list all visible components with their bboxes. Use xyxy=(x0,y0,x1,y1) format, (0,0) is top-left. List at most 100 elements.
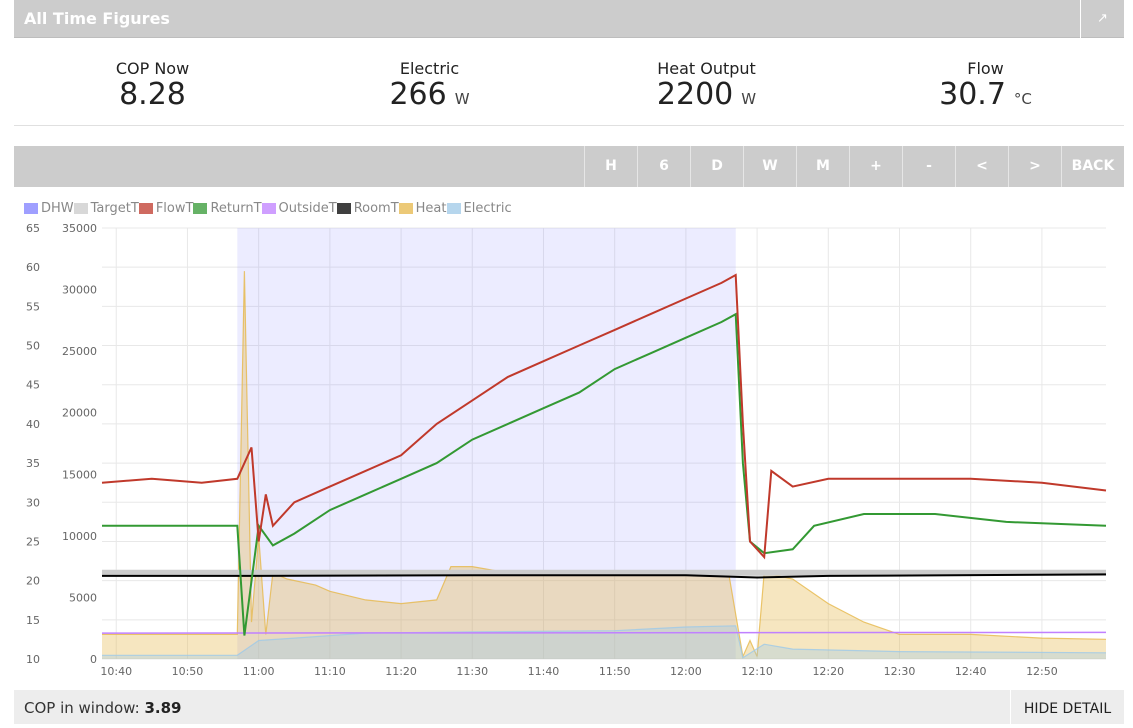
legend-label: Heat xyxy=(415,201,447,216)
y-tick-left: 35 xyxy=(26,457,40,470)
legend-item-outsidet[interactable]: OutsideT xyxy=(261,201,337,216)
toolbar-next-button[interactable]: > xyxy=(1008,146,1061,187)
stat-label: Electric xyxy=(399,59,460,78)
stat-number: 30.7 xyxy=(939,77,1006,112)
footer-bar: COP in window: 3.89 HIDE DETAIL xyxy=(14,690,1124,724)
stat-value: 266 W xyxy=(291,78,568,116)
series-line-returnt xyxy=(102,312,1107,636)
toolbar-back-button[interactable]: BACK xyxy=(1061,146,1124,187)
stat-number: 8.28 xyxy=(119,77,186,112)
export-icon[interactable]: ↗ xyxy=(1080,0,1124,38)
y-tick-right: 35000 xyxy=(62,222,97,235)
legend-label: RoomT xyxy=(353,201,399,216)
stat-label: Heat Output xyxy=(657,59,756,78)
legend-swatch xyxy=(73,203,88,214)
legend-label: Electric xyxy=(463,201,512,216)
y-tick-right: 25000 xyxy=(62,345,97,358)
legend-label: FlowT xyxy=(155,201,194,216)
x-tick: 11:00 xyxy=(243,665,275,678)
stat-electric: Electric 266 W xyxy=(291,59,568,116)
legend-label: TargetT xyxy=(90,201,139,216)
x-tick: 12:30 xyxy=(884,665,916,678)
y-tick-right: 30000 xyxy=(62,284,97,297)
x-tick: 12:50 xyxy=(1026,665,1058,678)
legend-swatch xyxy=(446,203,461,214)
y-tick-left: 60 xyxy=(26,261,40,274)
series-line-electric xyxy=(102,625,1107,659)
toolbar-6h-button[interactable]: 6 xyxy=(637,146,690,187)
x-tick: 11:40 xyxy=(528,665,560,678)
stat-unit: °C xyxy=(1013,90,1032,108)
y-tick-left: 45 xyxy=(26,379,40,392)
time-series-chart: 10 15 20 25 30 35 40 45 50 55 60 65 0 5000 10000 15000 2… xyxy=(26,222,1107,678)
legend-swatch xyxy=(193,203,208,214)
x-tick: 12:20 xyxy=(812,665,844,678)
y-tick-left: 25 xyxy=(26,535,40,548)
stat-value: 2200 W xyxy=(568,78,845,116)
x-tick: 10:50 xyxy=(172,665,204,678)
toolbar-prev-button[interactable]: < xyxy=(955,146,1008,187)
y-tick-left: 10 xyxy=(26,653,40,666)
stat-unit: W xyxy=(741,90,757,108)
legend-item-heat[interactable]: Heat xyxy=(398,201,447,216)
legend-swatch xyxy=(138,203,153,214)
legend-swatch xyxy=(398,203,413,214)
series-line-flowt xyxy=(101,273,1107,560)
toolbar-zoom-in-button[interactable]: + xyxy=(849,146,902,187)
stat-label: COP Now xyxy=(115,59,190,78)
y-tick-left: 55 xyxy=(26,300,40,313)
stat-value: 30.7 °C xyxy=(847,78,1124,116)
toolbar-zoom-out-button[interactable]: - xyxy=(902,146,955,187)
stat-cop-now: COP Now 8.28 xyxy=(14,59,291,112)
x-tick: 12:40 xyxy=(955,665,987,678)
x-tick: 11:10 xyxy=(314,665,346,678)
x-tick: 12:10 xyxy=(741,665,773,678)
legend-item-electric[interactable]: Electric xyxy=(446,201,512,216)
y-tick-left: 30 xyxy=(26,496,40,509)
series-line-roomt xyxy=(102,573,1107,579)
y-tick-right: 0 xyxy=(90,653,97,666)
cop-window-value: 3.89 xyxy=(144,699,182,717)
stat-unit: W xyxy=(454,90,470,108)
legend-item-targett[interactable]: TargetT xyxy=(73,201,139,216)
time-toolbar: H 6 D W M + - < > BACK xyxy=(14,146,1124,187)
cop-window-readout: COP in window: 3.89 xyxy=(24,699,181,717)
y-tick-left: 50 xyxy=(26,340,40,353)
stat-number: 2200 xyxy=(656,77,734,112)
stat-flow: Flow 30.7 °C xyxy=(847,59,1124,116)
y-tick-right: 10000 xyxy=(62,530,97,543)
series-area-heat xyxy=(102,271,1106,659)
legend-label: ReturnT xyxy=(210,201,262,216)
y-tick-right: 15000 xyxy=(62,468,97,481)
y-tick-left: 15 xyxy=(26,614,40,627)
legend-item-dhw[interactable]: DHW xyxy=(24,201,74,216)
legend-swatch xyxy=(24,203,38,214)
x-tick: 11:50 xyxy=(599,665,631,678)
stat-heat-output: Heat Output 2200 W xyxy=(568,59,845,116)
stat-label: Flow xyxy=(967,59,1004,78)
legend-label: OutsideT xyxy=(278,201,337,216)
toolbar-hour-button[interactable]: H xyxy=(584,146,637,187)
x-tick: 12:00 xyxy=(670,665,702,678)
toolbar-day-button[interactable]: D xyxy=(690,146,743,187)
panel-title: All Time Figures xyxy=(24,9,170,28)
x-tick: 10:40 xyxy=(100,665,132,678)
legend-swatch xyxy=(336,203,351,214)
legend-item-flowt[interactable]: FlowT xyxy=(138,201,194,216)
cop-window-label: COP in window: xyxy=(24,699,140,717)
series-line-outsidet xyxy=(101,631,1107,634)
legend-swatch xyxy=(261,203,276,214)
legend-item-roomt[interactable]: RoomT xyxy=(336,201,399,216)
stats-row: COP Now 8.28 Electric 266 W Heat Output 2… xyxy=(14,38,1124,126)
toolbar-week-button[interactable]: W xyxy=(743,146,796,187)
y-tick-right: 5000 xyxy=(69,591,97,604)
stat-value: 8.28 xyxy=(14,78,291,112)
x-tick: 11:30 xyxy=(456,665,488,678)
toolbar-month-button[interactable]: M xyxy=(796,146,849,187)
panel-header: All Time Figures ↗ xyxy=(14,0,1124,38)
legend-item-returnt[interactable]: ReturnT xyxy=(193,201,262,216)
x-tick: 11:20 xyxy=(385,665,417,678)
legend-label: DHW xyxy=(41,201,74,216)
y-tick-left: 65 xyxy=(26,222,40,235)
hide-detail-button[interactable]: HIDE DETAIL xyxy=(1010,690,1124,724)
